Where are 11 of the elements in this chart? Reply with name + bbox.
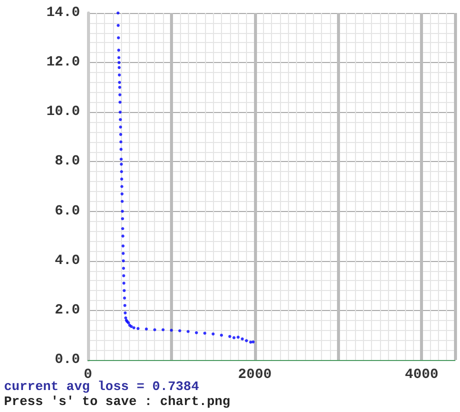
y-tick-label: 4.0 [54,252,80,269]
y-tick-label: 10.0 [46,104,80,120]
y-tick-label: 14.0 [46,5,80,21]
y-tick-label: 12.0 [46,54,80,71]
text: Press 's' to save : chart.png [4,394,230,409]
y-tick-label: 8.0 [54,154,80,170]
y-tick-label: 2.0 [54,302,80,318]
x-tick-label: 4000 [404,367,438,383]
y-tick-label: 0.0 [54,352,80,368]
x-tick-label: 2000 [238,367,272,383]
y-tick-label: 6.0 [54,203,80,220]
